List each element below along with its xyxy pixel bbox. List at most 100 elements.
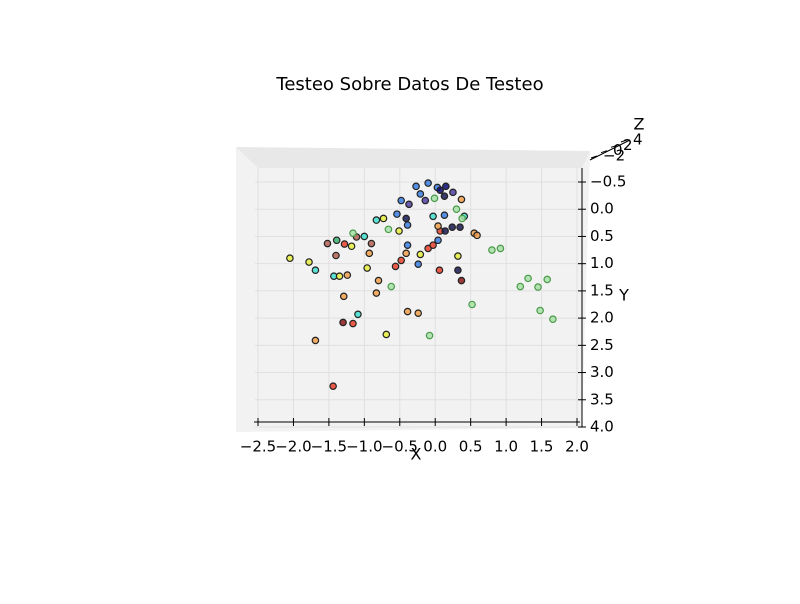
point bbox=[403, 221, 412, 229]
point bbox=[323, 239, 332, 248]
point bbox=[354, 310, 362, 319]
point bbox=[449, 188, 457, 197]
point bbox=[448, 223, 457, 231]
point bbox=[524, 274, 532, 283]
point bbox=[454, 266, 462, 275]
point bbox=[372, 289, 381, 297]
point bbox=[452, 205, 461, 214]
point bbox=[421, 196, 430, 205]
z-tick-label: 4 bbox=[633, 131, 643, 149]
y-tick-label: 0.5 bbox=[590, 227, 614, 245]
y-tick-label: 4.0 bbox=[590, 418, 614, 436]
point bbox=[454, 252, 462, 260]
point bbox=[430, 194, 439, 203]
point bbox=[458, 214, 466, 223]
point bbox=[536, 306, 544, 315]
y-tick-label: 3.0 bbox=[590, 363, 614, 381]
point bbox=[335, 272, 344, 280]
point bbox=[360, 232, 369, 241]
point bbox=[403, 241, 412, 249]
z-tick-label: 0 bbox=[613, 141, 623, 159]
point bbox=[457, 195, 466, 204]
point bbox=[387, 282, 396, 291]
point bbox=[436, 186, 444, 194]
y-axis-label: Y bbox=[618, 286, 629, 305]
point bbox=[434, 236, 442, 245]
point bbox=[311, 336, 320, 345]
point bbox=[468, 300, 476, 309]
point bbox=[340, 240, 349, 248]
point bbox=[440, 211, 449, 220]
x-tick-label: 0.5 bbox=[459, 438, 483, 456]
pane bbox=[236, 147, 590, 432]
point bbox=[332, 236, 341, 245]
point bbox=[405, 200, 413, 209]
z-tick bbox=[610, 144, 618, 148]
point bbox=[425, 331, 434, 340]
point bbox=[349, 229, 357, 237]
point bbox=[339, 318, 347, 327]
point bbox=[416, 190, 425, 198]
point bbox=[457, 276, 466, 285]
pane-top bbox=[236, 147, 590, 168]
point bbox=[402, 214, 410, 223]
point bbox=[367, 239, 376, 248]
point bbox=[384, 225, 393, 234]
point bbox=[397, 196, 405, 205]
point bbox=[347, 242, 356, 251]
chart-title: Testeo Sobre Datos De Testeo bbox=[275, 74, 543, 95]
x-tick-label: −0.5 bbox=[382, 438, 418, 456]
point bbox=[363, 264, 371, 272]
point bbox=[442, 182, 450, 191]
point bbox=[488, 246, 496, 254]
point bbox=[414, 309, 423, 318]
z-tick-label: −2 bbox=[603, 147, 625, 165]
y-tick-label: −0.5 bbox=[590, 173, 626, 191]
point bbox=[496, 244, 505, 253]
point bbox=[543, 275, 552, 284]
y-tick-label: 2.0 bbox=[590, 309, 614, 327]
point bbox=[397, 256, 405, 265]
point bbox=[534, 283, 542, 291]
x-tick-label: 1.5 bbox=[530, 438, 554, 456]
y-tick-label: 1.0 bbox=[590, 254, 614, 272]
point bbox=[414, 260, 423, 269]
point bbox=[402, 249, 410, 258]
point bbox=[311, 266, 320, 275]
z-tick bbox=[590, 155, 598, 159]
point bbox=[412, 182, 420, 191]
point bbox=[441, 227, 449, 235]
point bbox=[305, 258, 313, 266]
point bbox=[374, 276, 383, 285]
y-tick-label: 2.5 bbox=[590, 336, 614, 354]
point bbox=[379, 214, 388, 223]
point bbox=[393, 210, 401, 218]
x-tick-label: −2.0 bbox=[275, 438, 311, 456]
y-tick-label: 3.5 bbox=[590, 390, 614, 408]
point bbox=[391, 262, 400, 271]
point bbox=[429, 241, 437, 249]
z-tick bbox=[620, 139, 628, 143]
x-tick-label: 2.0 bbox=[565, 438, 589, 456]
x-tick-label: 0.0 bbox=[423, 438, 447, 456]
point bbox=[429, 212, 437, 221]
point bbox=[516, 282, 525, 291]
point bbox=[440, 192, 449, 200]
point bbox=[332, 251, 340, 260]
point bbox=[435, 266, 444, 275]
point bbox=[382, 330, 391, 339]
point bbox=[456, 223, 464, 231]
z-axis-line bbox=[589, 139, 631, 161]
z-tick bbox=[600, 150, 608, 154]
x-axis-label: X bbox=[411, 445, 422, 464]
point bbox=[549, 315, 557, 324]
point bbox=[416, 250, 425, 259]
point bbox=[434, 222, 442, 230]
point bbox=[365, 249, 374, 258]
point bbox=[343, 271, 352, 279]
point bbox=[372, 216, 381, 224]
point bbox=[403, 307, 412, 316]
point bbox=[339, 292, 348, 301]
point bbox=[349, 319, 357, 328]
